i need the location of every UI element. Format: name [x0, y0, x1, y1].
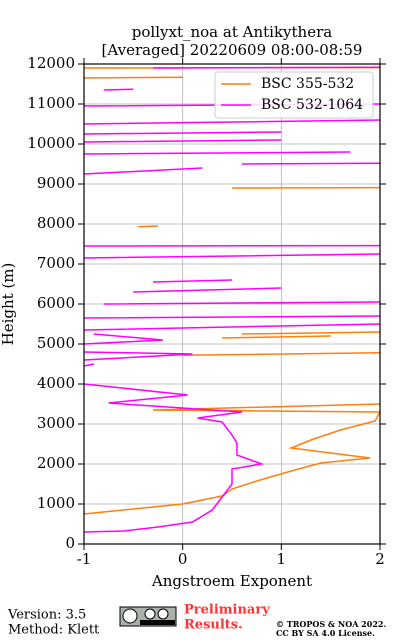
y-tick-label: 6000: [37, 294, 75, 312]
legend-box: [214, 71, 374, 119]
y-tick-label: 5000: [37, 334, 75, 352]
cc-badge: [119, 606, 177, 627]
y-tick-label: 1000: [37, 494, 75, 512]
copyright: CC BY SA 4.0 License.: [276, 628, 375, 638]
version: Version: 3.5: [7, 608, 86, 623]
x-tick-label: 2: [375, 550, 385, 568]
chart-title: [Averaged] 20220609 08:00-08:59: [102, 41, 363, 59]
plot-frame: [83, 63, 381, 545]
y-tick-label: 4000: [37, 374, 75, 392]
data-line: [83, 66, 382, 515]
notice: Results.: [184, 618, 243, 633]
y-tick-label: 9000: [37, 174, 75, 192]
legend-label: BSC 355-532: [261, 76, 354, 92]
method: Method: Klett: [8, 623, 100, 638]
y-tick-label: 12000: [27, 54, 75, 72]
y-axis-label: Height (m): [0, 263, 17, 346]
y-tick-label: 2000: [37, 454, 75, 472]
y-tick-label: 10000: [27, 134, 75, 152]
y-tick-label: 3000: [37, 414, 75, 432]
y-tick-label: 8000: [37, 214, 75, 232]
chart-title: pollyxt_noa at Antikythera: [132, 23, 332, 41]
x-tick-label: 0: [178, 550, 188, 568]
y-tick-label: 11000: [27, 94, 75, 112]
notice: Preliminary: [184, 603, 270, 618]
x-axis-label: Angstroem Exponent: [151, 572, 312, 590]
legend-label: BSC 532-1064: [261, 97, 363, 113]
data-line: [83, 66, 381, 533]
copyright: © TROPOS & NOA 2022.: [276, 619, 386, 629]
x-tick-label: 1: [277, 550, 287, 568]
x-tick-label: -1: [77, 550, 92, 568]
y-tick-label: 7000: [37, 254, 75, 272]
y-tick-label: 0: [65, 534, 75, 552]
